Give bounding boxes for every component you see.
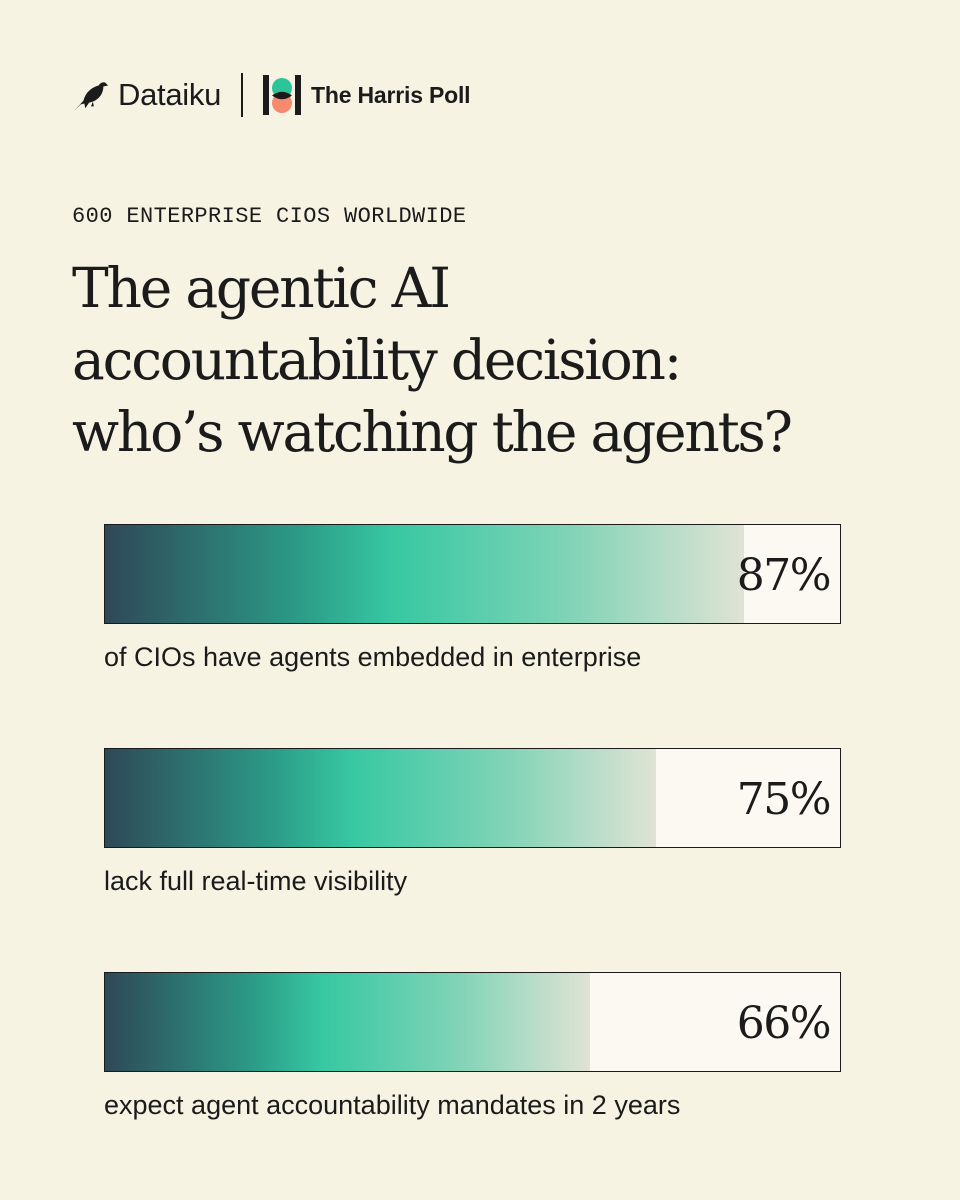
bar-value-label: 75%: [736, 774, 832, 825]
harris-poll-logo: The Harris Poll: [263, 75, 471, 115]
dataiku-wordmark: Dataiku: [118, 77, 222, 112]
bar-category-label: of CIOs have agents embedded in enterpri…: [104, 642, 642, 672]
stat-block: 75% lack full real-time visibility: [104, 748, 841, 897]
logo-row: Dataiku The Harris Poll: [72, 72, 471, 118]
bar-value-label: 66%: [736, 998, 832, 1049]
bar-value-label: 87%: [736, 550, 832, 601]
eyebrow-label: 600 ENTERPRISE CIOS WORLDWIDE: [72, 204, 467, 229]
bar-track: 66%: [104, 972, 841, 1072]
bar-fill: [105, 973, 591, 1071]
harris-poll-wordmark: The Harris Poll: [311, 81, 471, 108]
bar-track: 87%: [104, 524, 841, 624]
headline-line: who’s watching the agents?: [72, 400, 793, 464]
bar-track: 75%: [104, 748, 841, 848]
bird-icon: [73, 82, 109, 112]
headline-line: The agentic AI: [72, 256, 451, 320]
dataiku-logo: Dataiku: [72, 76, 221, 114]
bar-fill: [105, 749, 657, 847]
headline-line: accountability decision:: [72, 328, 682, 392]
bar-fill: [105, 525, 745, 623]
bar-category-label: lack full real-time visibility: [104, 866, 408, 896]
logo-divider: [241, 73, 244, 117]
harris-poll-icon: [263, 75, 302, 115]
stat-block: 66% expect agent accountability mandates…: [104, 972, 841, 1121]
bar-category-label: expect agent accountability mandates in …: [104, 1090, 681, 1120]
stat-block: 87% of CIOs have agents embedded in ente…: [104, 524, 841, 673]
page-headline: The agentic AI accountability decision: …: [72, 252, 892, 468]
